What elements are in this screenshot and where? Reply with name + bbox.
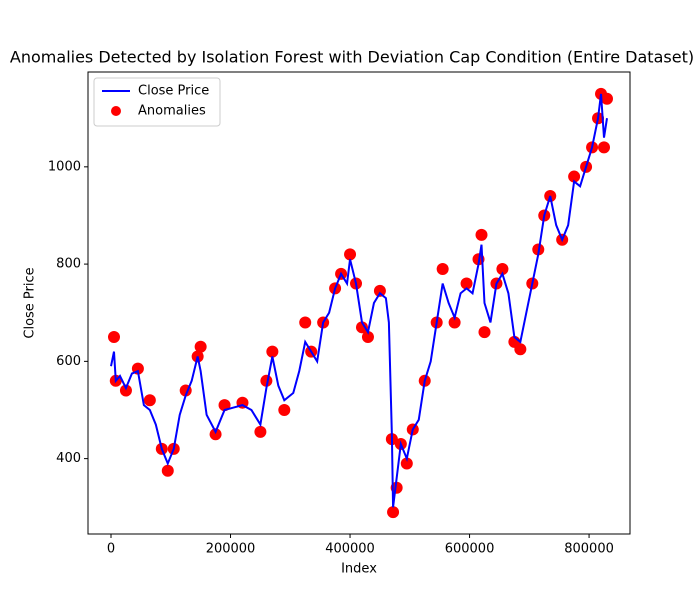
legend-label: Close Price: [138, 84, 209, 99]
anomaly-point: [355, 321, 368, 334]
anomaly-point: [598, 141, 611, 154]
x-tick-label: 0: [107, 542, 115, 557]
anomaly-point: [387, 506, 400, 519]
anomaly-point: [344, 248, 357, 261]
anomaly-point: [460, 277, 473, 290]
anomaly-point: [448, 316, 461, 329]
anomaly-point: [361, 331, 374, 344]
anomaly-point: [209, 428, 222, 441]
anomaly-point: [514, 343, 527, 356]
legend: Close Price Anomalies: [93, 77, 221, 127]
legend-label: Anomalies: [138, 104, 206, 119]
anomaly-point: [278, 403, 291, 416]
price-line: [110, 93, 608, 508]
x-tick-label: 600000: [445, 542, 495, 557]
x-tick-label: 400000: [325, 542, 375, 557]
legend-marker: [111, 106, 121, 116]
y-tick-label: 400: [56, 451, 81, 466]
anomaly-point: [119, 384, 132, 397]
anomaly-point: [260, 374, 273, 387]
anomaly-point: [107, 331, 120, 344]
anomaly-point: [254, 425, 267, 438]
anomaly-point: [161, 464, 174, 477]
anomaly-point: [478, 326, 491, 339]
x-tick-label: 200000: [206, 542, 256, 557]
anomaly-point: [373, 284, 386, 297]
y-axis-label: Close Price: [23, 267, 38, 338]
x-axis-label: Index: [341, 562, 377, 577]
anomaly-point: [218, 399, 231, 412]
anomaly-point: [475, 228, 488, 241]
axes-frame: [87, 71, 631, 535]
anomaly-point: [496, 262, 509, 275]
anomaly-point: [194, 340, 207, 353]
anomaly-point: [568, 170, 581, 183]
anomaly-point: [400, 457, 413, 470]
anomaly-point: [266, 345, 279, 358]
x-tick-label: 800000: [564, 542, 614, 557]
anomaly-point: [600, 92, 613, 105]
anomaly-point: [436, 262, 449, 275]
y-tick-label: 800: [56, 257, 81, 272]
anomaly-point: [143, 394, 156, 407]
chart-title: Anomalies Detected by Isolation Forest w…: [10, 48, 694, 67]
anomaly-point: [299, 316, 312, 329]
y-tick-label: 600: [56, 354, 81, 369]
y-tick-label: 1000: [48, 159, 81, 174]
plot-area: [107, 87, 613, 519]
